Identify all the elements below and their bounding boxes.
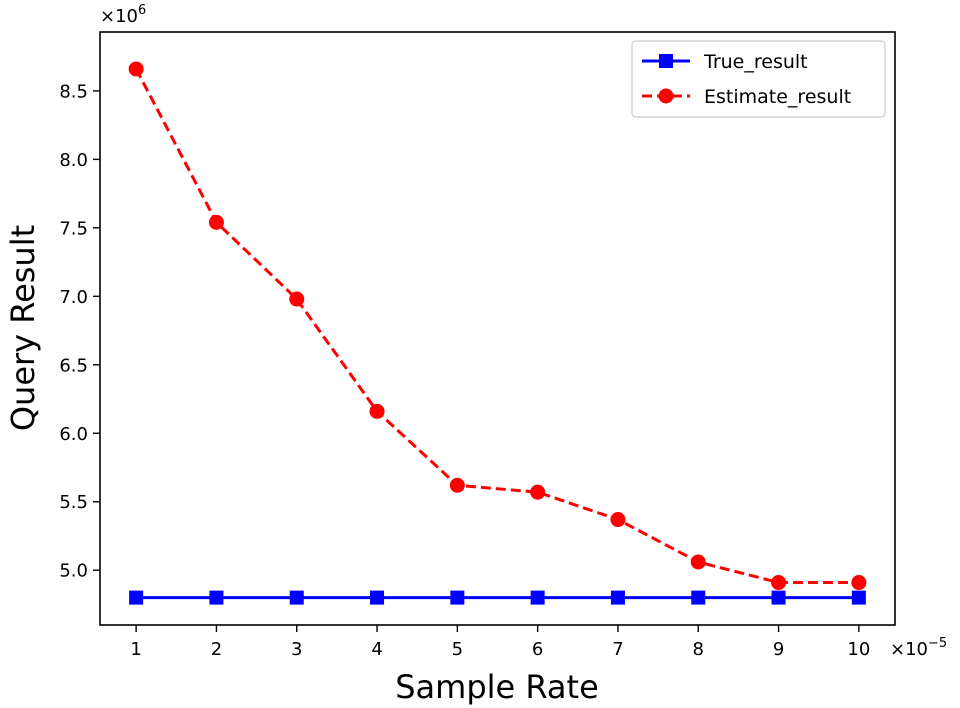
data-point-true-result [370,590,385,605]
data-point-estimate-result [128,61,144,77]
data-point-true-result [610,590,625,605]
y-tick-label: 8.0 [59,150,88,171]
data-point-estimate-result [208,214,224,230]
y-axis-multiplier: ×106 [100,3,146,27]
legend-label-estimate-result: Estimate_result [704,86,851,108]
legend: True_result Estimate_result [631,40,886,118]
data-point-estimate-result [449,477,465,493]
x-multiplier-base: ×10 [890,639,928,660]
x-tick-label: 1 [130,639,141,660]
series-line-estimate-result [134,68,859,585]
y-tick-label: 6.0 [59,424,88,445]
data-point-true-result [691,590,706,605]
y-axis-label: Query Result [4,225,42,431]
y-tick-label: 8.5 [59,81,88,102]
data-point-true-result [771,590,786,605]
y-axis-ticks: 5.0 5.5 6.0 6.5 7.0 7.5 8.0 8.5 [59,81,100,582]
legend-marker-estimate-result [658,88,674,104]
x-tick-label: 9 [773,639,784,660]
legend-marker-true-result [659,54,673,68]
x-axis-label: Sample Rate [395,668,599,706]
x-tick-label: 7 [612,639,623,660]
x-tick-label: 8 [693,639,704,660]
data-point-estimate-result [690,554,706,570]
legend-frame [631,40,886,118]
data-point-estimate-result [771,575,787,591]
x-tick-label: 6 [532,639,543,660]
data-point-true-result [209,590,224,605]
data-point-true-result [530,590,545,605]
series-layer [128,61,867,605]
data-point-true-result [129,590,144,605]
y-tick-label: 7.5 [59,218,88,239]
x-tick-label: 4 [371,639,382,660]
data-point-estimate-result [530,484,546,500]
data-point-estimate-result [610,512,626,528]
x-axis-ticks: 1 2 3 4 5 6 7 8 9 10 [130,625,870,660]
data-point-true-result [851,590,866,605]
x-multiplier-exp: −5 [928,636,947,651]
x-tick-label: 3 [291,639,302,660]
data-point-estimate-result [851,575,867,591]
y-multiplier-exp: 6 [138,3,146,18]
x-tick-label: 2 [211,639,222,660]
plot-area [99,31,896,626]
data-point-true-result [450,590,465,605]
y-tick-label: 6.5 [59,355,88,376]
x-axis-multiplier: ×10−5 [890,636,947,660]
y-tick-label: 7.0 [59,287,88,308]
y-tick-label: 5.5 [59,492,88,513]
data-point-estimate-result [289,291,305,307]
y-tick-label: 5.0 [59,561,88,582]
x-tick-label: 10 [847,639,870,660]
x-tick-label: 5 [452,639,463,660]
data-point-estimate-result [369,403,385,419]
legend-label-true-result: True_result [703,51,808,73]
data-point-true-result [289,590,304,605]
y-multiplier-base: ×10 [100,6,138,27]
